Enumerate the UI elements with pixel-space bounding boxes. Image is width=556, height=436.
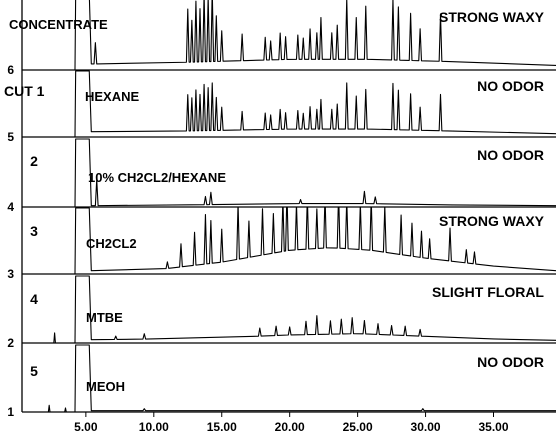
x-tick-label-30: 30.00 xyxy=(411,420,441,434)
panel-ch2cl2: 3 3 CH2CL2 STRONG WAXY xyxy=(7,207,556,281)
trace-10-ch2cl2-hexane xyxy=(22,138,556,207)
panel-hexane: 5 CUT 1 HEXANE NO ODOR xyxy=(4,70,556,144)
cut-label-3: 3 xyxy=(30,223,38,239)
x-tick-label-15: 15.00 xyxy=(207,420,237,434)
odor-label-no-odor-2: NO ODOR xyxy=(477,147,544,163)
y-tick-label-5: 5 xyxy=(7,130,14,144)
x-tick-label-20: 20.00 xyxy=(275,420,305,434)
trace-meoh xyxy=(22,344,556,412)
trace-hexane xyxy=(22,70,556,137)
panel-mtbe: 2 4 MTBE SLIGHT FLORAL xyxy=(7,275,556,350)
odor-label-no-odor-1: NO ODOR xyxy=(477,78,544,94)
odor-label-slight-floral: SLIGHT FLORAL xyxy=(432,284,544,300)
cut-label-1: CUT 1 xyxy=(4,83,45,99)
fraction-label-hexane: HEXANE xyxy=(85,89,140,104)
odor-label-no-odor-3: NO ODOR xyxy=(477,354,544,370)
trace-concentrate xyxy=(22,0,556,70)
panel-frames xyxy=(21,0,556,413)
trace-ch2cl2 xyxy=(22,207,556,274)
odor-label-strong-waxy-1: STRONG WAXY xyxy=(439,9,545,25)
x-tick-label-25: 25.00 xyxy=(343,420,373,434)
x-tick-label-5: 5.00 xyxy=(74,420,98,434)
x-tick-label-10: 10.00 xyxy=(139,420,169,434)
y-tick-label-2: 2 xyxy=(7,336,14,350)
cut-label-2: 2 xyxy=(30,153,38,169)
fraction-label-mtbe: MTBE xyxy=(86,310,123,325)
cut-label-5: 5 xyxy=(30,363,38,379)
y-tick-label-1: 1 xyxy=(7,405,14,419)
fraction-label-ch2cl2: CH2CL2 xyxy=(86,236,137,251)
x-axis: 5.00 10.00 15.00 20.00 25.00 30.00 35.00 xyxy=(74,412,509,434)
fraction-label-meoh: MEOH xyxy=(86,379,125,394)
panel-concentrate: 6 CONCENTRATE STRONG WAXY xyxy=(7,0,556,77)
fraction-label-10-ch2cl2-hexane: 10% CH2CL2/HEXANE xyxy=(88,170,226,185)
x-tick-label-35: 35.00 xyxy=(478,420,508,434)
cut-label-4: 4 xyxy=(30,291,38,307)
trace-mtbe xyxy=(22,275,556,343)
odor-label-strong-waxy-2: STRONG WAXY xyxy=(439,213,545,229)
panel-10-ch2cl2-hexane: 4 2 10% CH2CL2/HEXANE NO ODOR xyxy=(7,138,556,214)
y-tick-label-3: 3 xyxy=(7,267,14,281)
fraction-label-concentrate: CONCENTRATE xyxy=(9,17,108,32)
y-tick-label-4: 4 xyxy=(7,200,14,214)
panel-meoh: 1 5 MEOH NO ODOR xyxy=(7,344,556,419)
y-tick-label-6: 6 xyxy=(7,63,14,77)
